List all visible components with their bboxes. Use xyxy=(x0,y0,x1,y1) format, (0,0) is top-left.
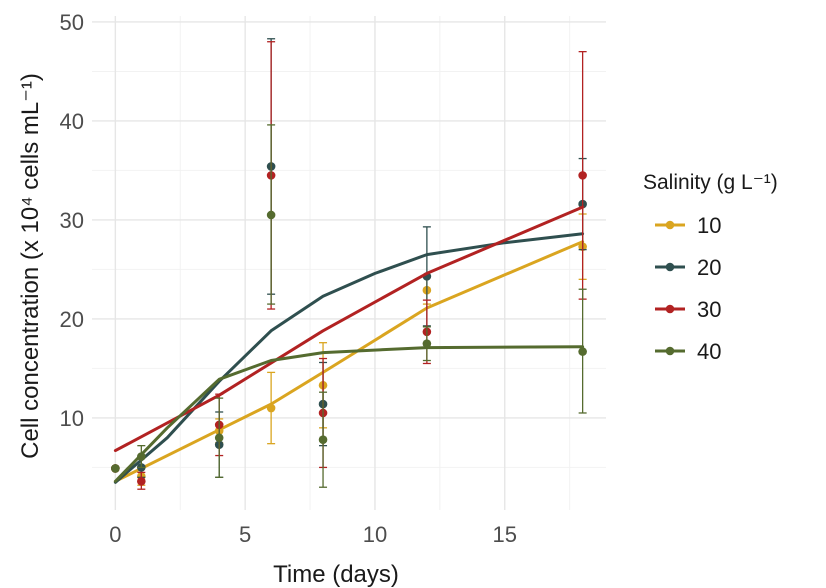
legend-items: 10 20 30 40 xyxy=(655,213,721,364)
legend-item-20: 20 xyxy=(655,255,721,280)
data-point xyxy=(266,210,276,220)
series-10 xyxy=(111,213,587,486)
data-point xyxy=(578,347,587,356)
data-point xyxy=(137,452,146,461)
legend-label: 20 xyxy=(697,255,721,280)
data-point xyxy=(318,435,328,445)
x-tick-label: 10 xyxy=(363,522,387,547)
data-point xyxy=(214,433,224,443)
data-point xyxy=(578,171,587,180)
y-tick-label: 50 xyxy=(60,10,84,35)
tick-labels: 0 5 10 15 10 20 30 40 50 xyxy=(60,10,517,547)
legend-key-point xyxy=(665,346,675,356)
data-point xyxy=(422,339,432,348)
x-tick-label: 15 xyxy=(493,522,517,547)
legend-title: Salinity (g L⁻¹) xyxy=(643,171,778,194)
legend-key-point xyxy=(665,304,675,314)
x-tick-label: 0 xyxy=(109,522,121,547)
fit-line-30 xyxy=(113,205,585,453)
fit-line-20 xyxy=(113,232,585,484)
y-tick-label: 20 xyxy=(60,307,84,332)
y-axis-title: Cell concentration (x 10⁴ cells mL⁻¹) xyxy=(17,73,44,459)
x-tick-label: 5 xyxy=(239,522,251,547)
data-point xyxy=(266,403,276,413)
y-tick-label: 40 xyxy=(60,109,84,134)
y-tick-label: 10 xyxy=(60,406,84,431)
data-point xyxy=(137,476,146,486)
legend-item-40: 40 xyxy=(655,339,721,364)
legend-label: 10 xyxy=(697,213,721,238)
series-40 xyxy=(111,124,587,488)
series-layer xyxy=(111,38,587,490)
fit-line-10 xyxy=(113,240,585,483)
legend-label: 30 xyxy=(697,297,721,322)
major-gridlines xyxy=(92,16,606,510)
data-point xyxy=(111,464,120,473)
y-tick-label: 30 xyxy=(60,208,84,233)
legend-key-point xyxy=(665,220,675,230)
legend-item-10: 10 xyxy=(655,213,721,238)
legend-key-point xyxy=(665,262,675,272)
x-axis-title: Time (days) xyxy=(273,561,399,588)
legend-label: 40 xyxy=(697,339,721,364)
legend: Salinity (g L⁻¹) 10 20 30 40 xyxy=(643,171,778,364)
legend-item-30: 30 xyxy=(655,297,721,322)
minor-gridlines xyxy=(92,16,606,510)
